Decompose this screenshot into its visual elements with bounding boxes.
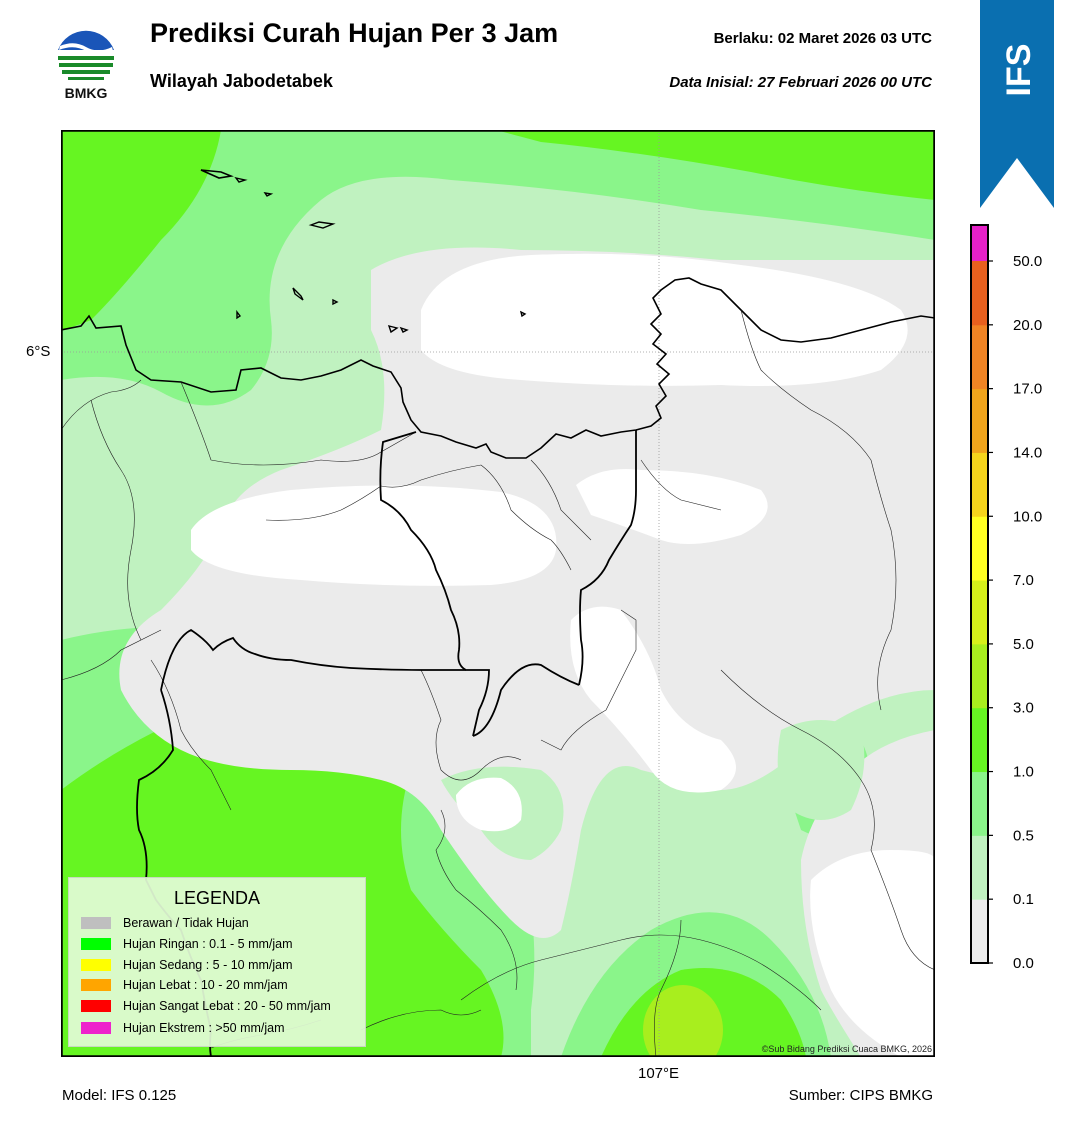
legend-title: LEGENDA	[173, 888, 261, 908]
colorbar-tick-label: 5.0	[1013, 636, 1034, 653]
legend-swatch	[81, 917, 111, 929]
colorbar-tick-label: 20.0	[1013, 317, 1042, 334]
map-credit: ©Sub Bidang Prediksi Cuaca BMKG, 2026	[761, 1044, 932, 1054]
colorbar-tick-label: 50.0	[1013, 253, 1042, 270]
colorbar-segment	[971, 643, 988, 709]
bmkg-logo: BMKG	[50, 20, 122, 102]
legend-item: Berawan / Tidak Hujan	[81, 915, 249, 931]
legend-item: Hujan Lebat : 10 - 20 mm/jam	[81, 977, 288, 993]
legend-label: Hujan Lebat : 10 - 20 mm/jam	[123, 978, 288, 992]
valid-time: Berlaku: 02 Maret 2026 03 UTC	[713, 30, 932, 47]
colorbar-segment	[971, 835, 988, 900]
colorbar-segment	[971, 388, 988, 453]
legend-label: Berawan / Tidak Hujan	[123, 916, 249, 930]
legend-swatch	[81, 979, 111, 991]
colorbar-segment	[971, 771, 988, 836]
source-label: Sumber: CIPS BMKG	[788, 1087, 933, 1104]
colorbar-segment	[971, 580, 988, 645]
colorbar-segment	[971, 261, 988, 326]
colorbar: 0.0 0.1 0.5 1.0 3.0 5.0 7.0 10.0 14.0 17.0 20.0 50.…	[960, 218, 1070, 978]
colorbar-segment	[971, 899, 988, 964]
legend-label: Hujan Sangat Lebat : 20 - 50 mm/jam	[123, 999, 331, 1013]
legend-item: Hujan Sangat Lebat : 20 - 50 mm/jam	[81, 998, 331, 1014]
legend-swatch	[81, 1000, 111, 1012]
colorbar-segment	[971, 225, 988, 261]
colorbar-tick-label: 0.1	[1013, 891, 1034, 908]
page-title: Prediksi Curah Hujan Per 3 Jam	[150, 18, 559, 48]
legend-label: Hujan Sedang : 5 - 10 mm/jam	[123, 958, 293, 972]
legend-item: Hujan Ekstrem : >50 mm/jam	[81, 1020, 285, 1036]
legend-label: Hujan Ekstrem : >50 mm/jam	[123, 1021, 285, 1035]
region-subtitle: Wilayah Jabodetabek	[150, 71, 333, 91]
colorbar-tick-label: 10.0	[1013, 508, 1042, 525]
model-ribbon: IFS	[980, 0, 1054, 208]
colorbar-outline	[970, 224, 989, 964]
colorbar-segment	[971, 324, 988, 390]
longitude-label: 107°E	[638, 1065, 680, 1082]
colorbar-tick-label: 0.0	[1013, 955, 1034, 972]
legend-swatch	[81, 959, 111, 971]
init-time: Data Inisial: 27 Februari 2026 00 UTC	[669, 74, 932, 91]
colorbar-tick-label: 17.0	[1013, 381, 1042, 398]
colorbar-tick-label: 0.5	[1013, 827, 1034, 844]
colorbar-tick-label: 14.0	[1013, 444, 1042, 461]
colorbar-tick-label: 7.0	[1013, 572, 1034, 589]
model-label: Model: IFS 0.125	[62, 1087, 177, 1104]
legend-label: Hujan Ringan : 0.1 - 5 mm/jam	[123, 937, 293, 951]
colorbar-tick-label: 1.0	[1013, 764, 1034, 781]
logo-text: BMKG	[65, 85, 108, 101]
colorbar-segment	[971, 516, 988, 581]
legend-swatch	[81, 1022, 111, 1034]
legend-item: Hujan Ringan : 0.1 - 5 mm/jam	[81, 936, 293, 952]
latitude-label: 6°S	[26, 343, 51, 360]
legend-item: Hujan Sedang : 5 - 10 mm/jam	[81, 957, 293, 973]
colorbar-segment	[971, 452, 988, 517]
legend-box: LEGENDA Berawan / Tidak Hujan Hujan Ring…	[68, 877, 366, 1047]
legend-swatch	[81, 938, 111, 950]
ribbon-text: IFS	[1000, 44, 1038, 97]
colorbar-segment	[971, 707, 988, 773]
colorbar-tick-label: 3.0	[1013, 700, 1034, 717]
